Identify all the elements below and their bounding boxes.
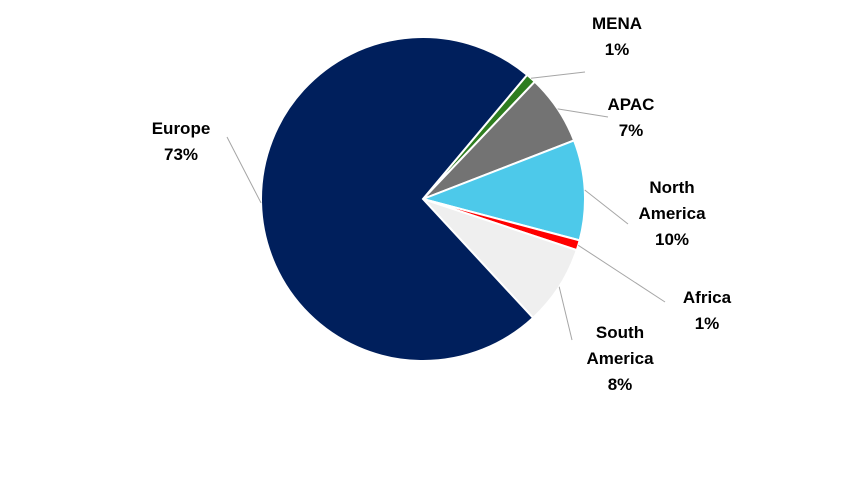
leader-line-north-america [584,189,629,225]
data-label-south-america: South America 8% [586,323,654,394]
leader-lines [226,71,666,341]
data-label-mena: MENA 1% [592,14,642,59]
leader-line-europe [226,136,262,204]
data-label-africa: Africa 1% [683,288,732,333]
data-label-north-america: North America 10% [638,178,706,249]
pie-slice-europe [260,36,535,362]
leader-line-africa [577,244,666,303]
leader-line-mena [530,71,586,79]
pie-slice-north-america [419,139,586,242]
leader-line-apac [557,108,609,118]
leader-line-south-america [558,286,573,341]
pie-slices [260,36,586,362]
data-labels: MENA 1% APAC 7% North America 10% Africa 1% South… [152,14,732,394]
data-label-europe: Europe 73% [152,119,211,164]
data-label-apac: APAC 7% [608,95,655,140]
